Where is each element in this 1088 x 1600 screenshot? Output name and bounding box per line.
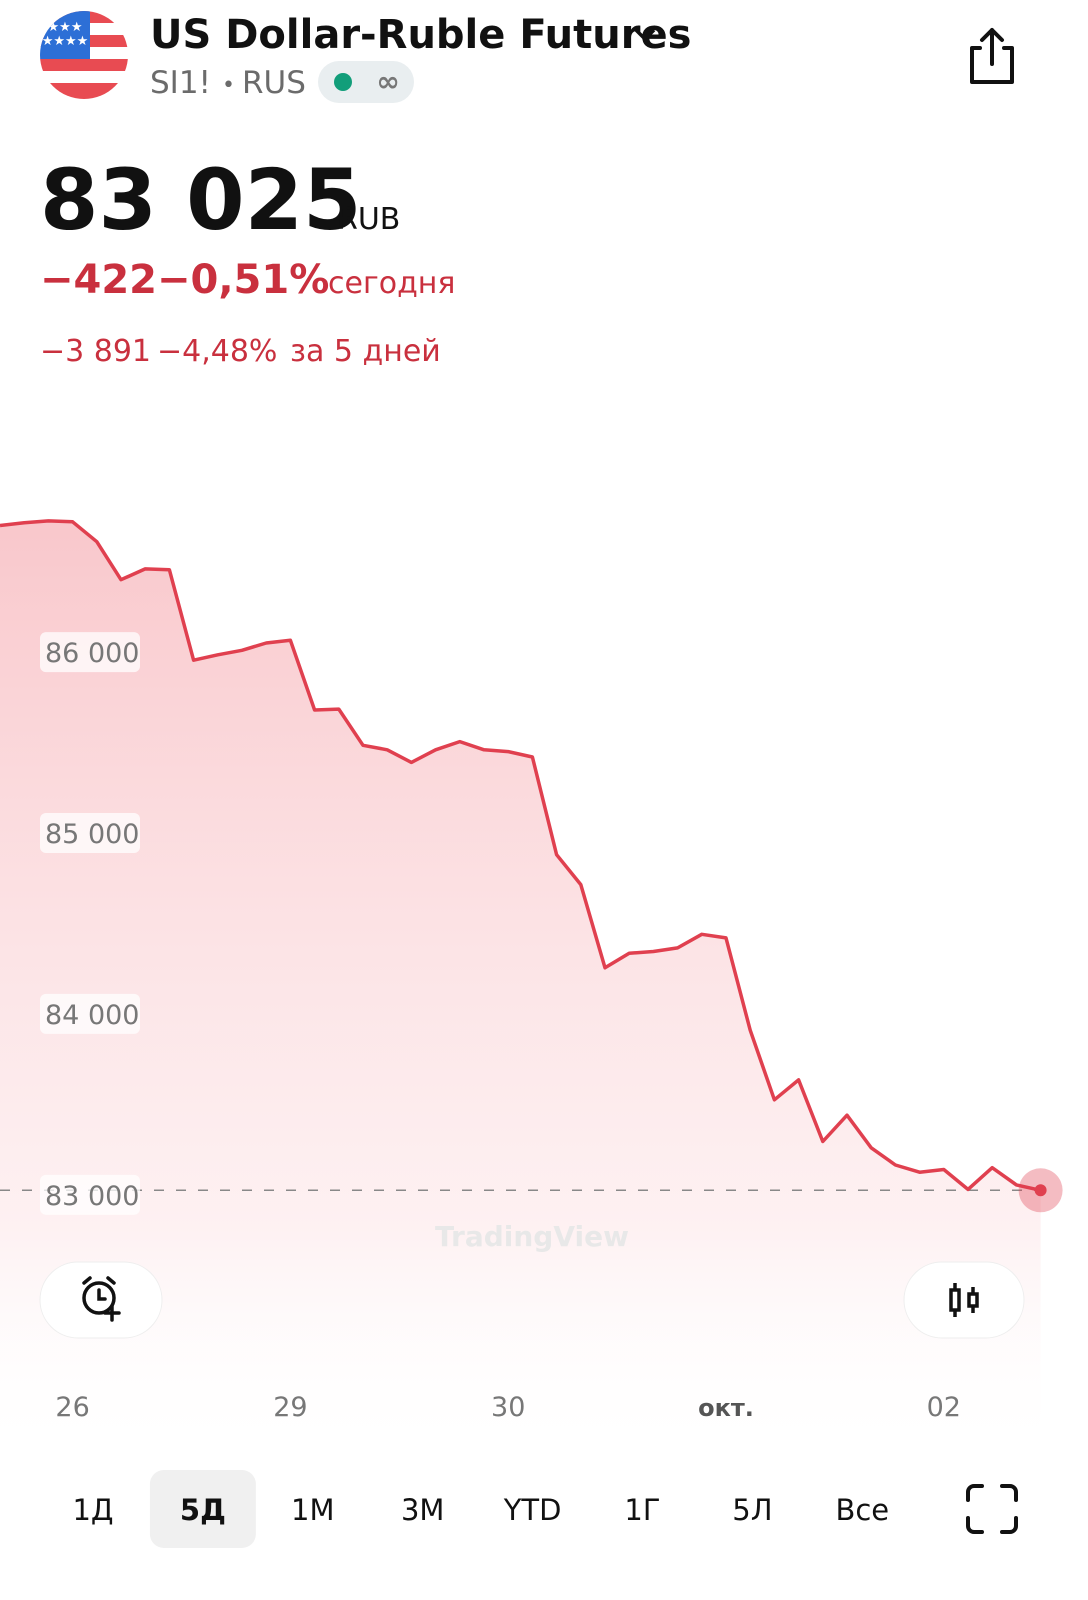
y-tick-label: 84 000	[45, 1000, 139, 1031]
x-tick-label: 29	[273, 1392, 307, 1423]
svg-text:★★★★★★★: ★★★★★★★	[42, 20, 89, 49]
change-period: −3 891	[40, 334, 151, 369]
change-today: −422	[40, 257, 157, 303]
watermark: TradingView	[435, 1220, 629, 1253]
x-tick-label: 30	[491, 1392, 525, 1423]
y-tick-box	[40, 813, 140, 853]
chart-style-button[interactable]	[903, 1261, 1025, 1339]
today-label: сегодня	[328, 266, 455, 301]
area-fill	[0, 520, 1041, 1460]
range-tab[interactable]: 3М	[401, 1493, 444, 1527]
period-label: за 5 дней	[290, 334, 441, 369]
alarm-icon	[82, 1276, 121, 1322]
title-chevron[interactable]	[634, 28, 656, 42]
separator: •	[222, 73, 235, 98]
market-open-dot	[334, 73, 352, 91]
range-tab[interactable]: YTD	[503, 1493, 562, 1527]
infinity-icon: ∞	[376, 65, 399, 98]
fullscreen-button[interactable]	[966, 1484, 1018, 1534]
y-tick-label: 85 000	[45, 819, 139, 850]
change-period-pct: −4,48%	[157, 334, 277, 369]
range-tab[interactable]: 1Г	[624, 1493, 660, 1527]
ticker: SI1!	[150, 65, 211, 101]
y-tick-box	[40, 632, 140, 673]
range-tabs: 1Д 5Д 1М 3М YTD 1Г 5Л Все	[72, 1470, 889, 1548]
y-tick-label: 83 000	[45, 1181, 139, 1212]
range-tab[interactable]: Все	[835, 1493, 889, 1527]
price: 83 025	[40, 151, 361, 249]
price-line	[0, 519, 1041, 1193]
share-button[interactable]	[970, 28, 1014, 84]
change-today-pct: −0,51%	[157, 257, 329, 303]
y-tick-box	[40, 993, 140, 1034]
x-tick-label: 02	[927, 1392, 961, 1423]
status-pill	[318, 61, 414, 103]
x-tick-label: окт.	[698, 1394, 754, 1422]
last-price-dot	[1034, 1184, 1047, 1197]
currency: RUB	[337, 202, 400, 237]
y-tick-label: 86 000	[45, 638, 139, 669]
candles-icon	[949, 1283, 979, 1317]
range-tab[interactable]: 1М	[291, 1493, 334, 1527]
range-tab[interactable]: 5Д	[180, 1493, 226, 1527]
range-tab[interactable]: 1Д	[72, 1493, 113, 1527]
range-tab[interactable]: 5Л	[732, 1493, 772, 1527]
chart: TradingView 83 000 84 000 85 000 86 000 26 29 3…	[0, 519, 1063, 1460]
flag-icon: ★★★★★★★	[40, 11, 128, 99]
y-tick-box	[40, 1174, 140, 1215]
exchange: RUS	[242, 65, 306, 101]
tab-selected-bg	[149, 1470, 256, 1548]
x-tick-label: 26	[55, 1392, 89, 1423]
symbol-title[interactable]: US Dollar-Ruble Futures	[150, 12, 691, 58]
